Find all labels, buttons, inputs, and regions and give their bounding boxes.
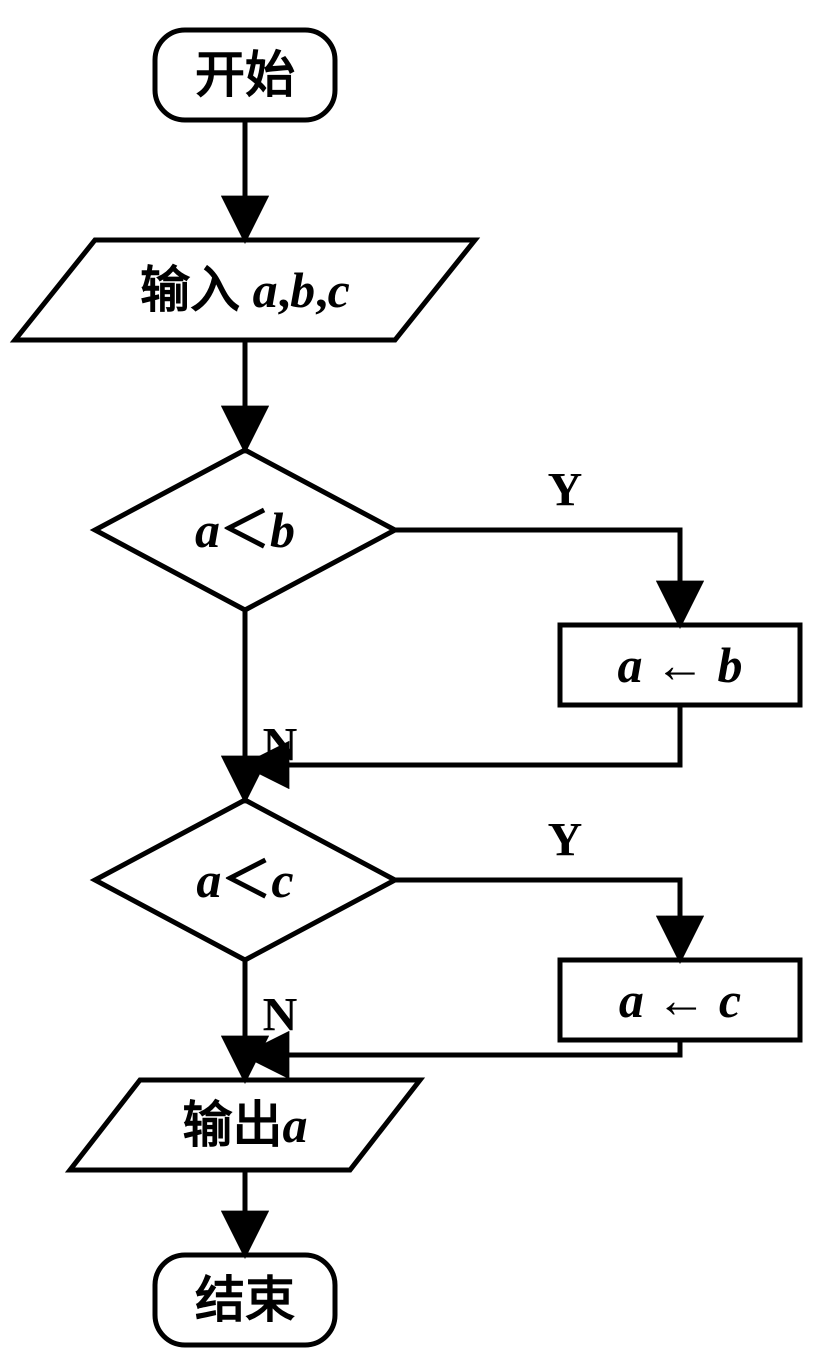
edge-label: Y xyxy=(548,464,583,517)
node-label: a ← b xyxy=(618,637,743,693)
flow-edge xyxy=(245,705,680,765)
node-label: a ← c xyxy=(619,972,741,1028)
flow-edge xyxy=(395,880,680,960)
node-label: 输入 a,b,c xyxy=(140,262,350,318)
node-label: 输出a xyxy=(183,1097,308,1153)
node-label: 开始 xyxy=(195,47,295,103)
edge-label: N xyxy=(263,989,298,1042)
flowchart-diagram: YNYN开始输入 a,b,ca＜ba ← ba＜ca ← c输出a结束 xyxy=(0,0,835,1370)
node-label: 结束 xyxy=(195,1272,295,1328)
node-label: a＜b xyxy=(195,502,295,558)
node-label: a＜c xyxy=(196,852,293,908)
edge-label: Y xyxy=(548,814,583,867)
flow-edge xyxy=(395,530,680,625)
